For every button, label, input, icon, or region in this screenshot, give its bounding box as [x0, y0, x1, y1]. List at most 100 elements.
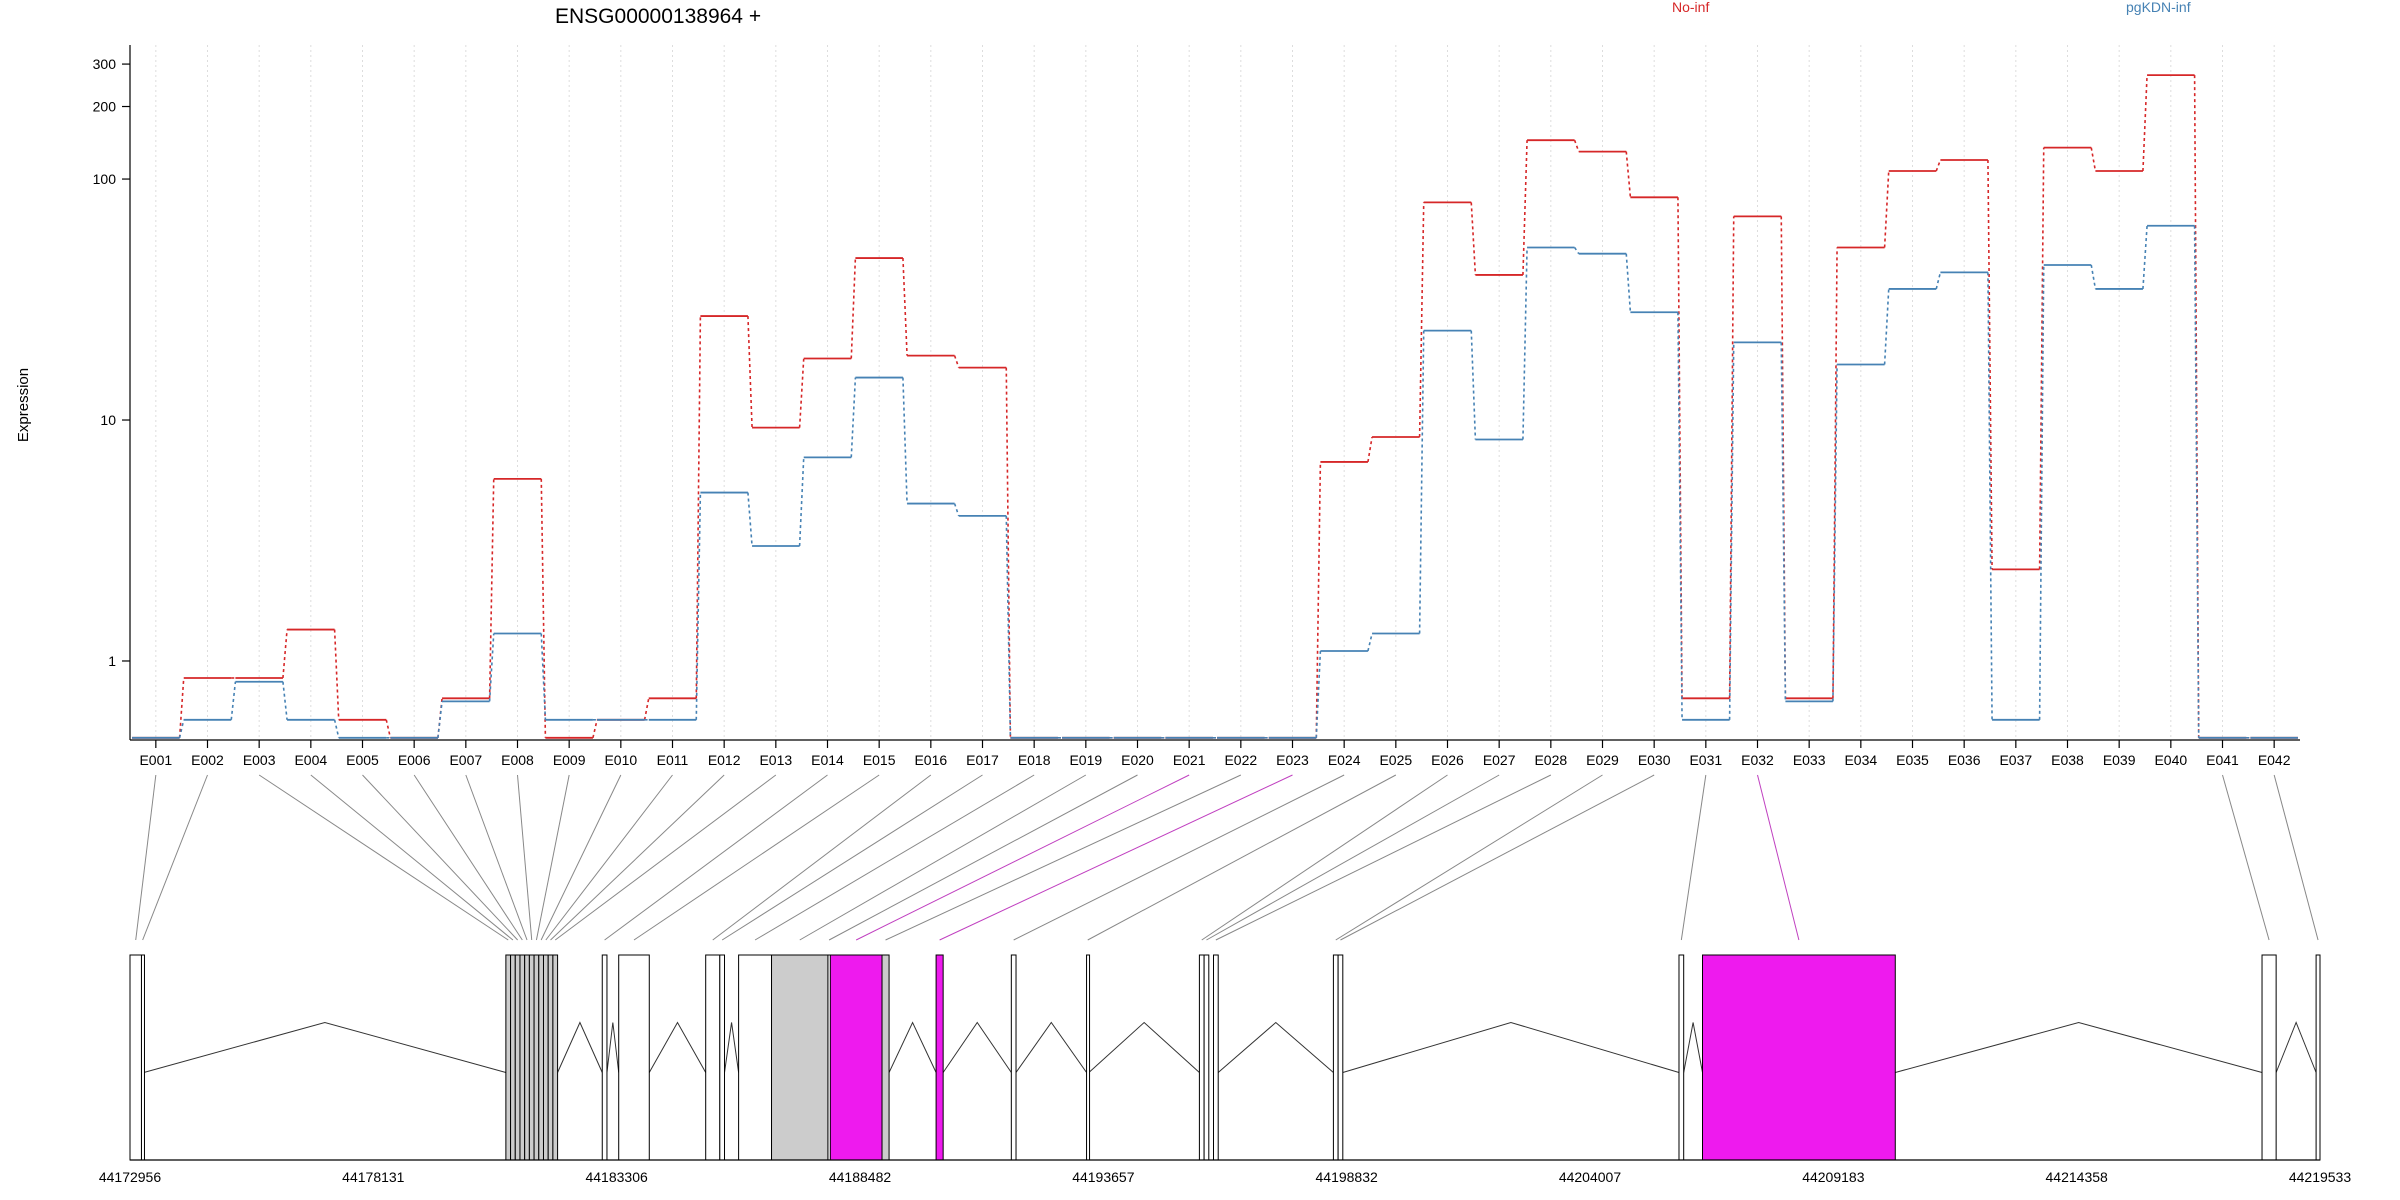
exon-box	[1332, 954, 1339, 1161]
exon-box	[2261, 954, 2277, 1161]
series-connector	[1728, 342, 1735, 720]
x-tick-label: E033	[1793, 752, 1826, 768]
x-tick-label: E020	[1121, 752, 1154, 768]
exon-box	[1198, 954, 1205, 1161]
exon-connector	[1215, 774, 1552, 941]
x-tick-label: E016	[914, 752, 947, 768]
series-connector	[540, 633, 547, 720]
y-tick-label: 1	[108, 653, 116, 669]
x-tick-label: E006	[398, 752, 431, 768]
x-tick-label: E018	[1018, 752, 1051, 768]
exon-connector	[550, 774, 725, 941]
exon-connector	[828, 774, 1138, 941]
exon-connector	[855, 774, 1190, 941]
series-connector	[178, 677, 185, 738]
legend-entry-no-inf: No-inf	[1672, 0, 1709, 15]
exon-box	[881, 954, 890, 1161]
series-connector	[1935, 272, 1942, 290]
y-tick-label: 300	[93, 56, 117, 72]
exon-box	[510, 954, 516, 1161]
exon-connector	[939, 774, 1293, 941]
series-connector	[1883, 288, 1890, 365]
series-connector	[1987, 272, 1993, 720]
exon-connector	[721, 774, 983, 941]
genomic-coordinate-axis: 44172956 44178131 44183306 44188482 44193657…	[99, 1159, 2352, 1185]
exon-box	[533, 954, 540, 1161]
series-connector	[1470, 202, 1477, 275]
x-tick-label: E013	[759, 752, 792, 768]
x-tick-label: E038	[2051, 752, 2084, 768]
exon-connector	[754, 774, 1035, 941]
x-tick-label: E030	[1638, 752, 1671, 768]
exon-connector	[712, 774, 932, 941]
series-connector	[2142, 225, 2148, 289]
exon-box	[528, 954, 535, 1161]
series-connector	[1935, 159, 1942, 172]
exon-connector	[2222, 774, 2270, 941]
y-tick-label: 10	[100, 412, 116, 428]
y-axis-label: Expression	[15, 368, 32, 442]
series-connector	[953, 355, 960, 368]
exon-connector	[535, 774, 570, 941]
exon-box	[1213, 954, 1219, 1161]
series-connector	[488, 478, 495, 699]
exon-connector	[413, 774, 523, 941]
coord-tick-label: 44172956	[99, 1169, 162, 1185]
x-tick-label: E034	[1844, 752, 1877, 768]
exon-connector	[1680, 774, 1707, 941]
intron-line	[1342, 1021, 1680, 1073]
series-connector	[747, 492, 753, 547]
exon-box	[547, 954, 554, 1161]
exon-connector	[362, 774, 518, 941]
x-axis: E001 E002 E003 E004 E005 E006 E007 E008 E009 E010…	[130, 739, 2300, 768]
exon-connector	[1013, 774, 1345, 941]
x-tick-label: E008	[501, 752, 534, 768]
series-connector	[230, 681, 237, 720]
exon-connector	[633, 774, 880, 941]
series-connector	[1625, 151, 1632, 198]
exon-connector	[1087, 774, 1397, 941]
exon-box	[829, 954, 883, 1161]
series-connector	[2142, 75, 2148, 172]
series-connector	[850, 258, 857, 359]
x-tick-label: E002	[191, 752, 224, 768]
exon-connector	[2273, 774, 2319, 941]
exon-box	[1086, 954, 1091, 1161]
series-connector	[1005, 367, 1012, 738]
exon-connector-lines	[135, 774, 2319, 941]
coord-tick-label: 44219533	[2289, 1169, 2352, 1185]
x-tick-label: E027	[1483, 752, 1516, 768]
exon-connector	[1340, 774, 1655, 941]
series-connector	[798, 457, 805, 547]
exon-connector	[554, 774, 777, 941]
x-tick-label: E007	[449, 752, 482, 768]
series-connector	[1470, 330, 1477, 440]
coord-tick-label: 44198832	[1316, 1169, 1379, 1185]
exon-connector	[1757, 774, 1800, 941]
intron-line	[942, 1021, 1012, 1073]
coord-tick-label: 44204007	[1559, 1169, 1622, 1185]
exon-box	[2315, 954, 2321, 1161]
exon-connector	[135, 774, 157, 941]
x-tick-label: E001	[139, 752, 172, 768]
series-layer	[132, 74, 2298, 739]
exon-connector	[604, 774, 828, 941]
series-connector	[1367, 633, 1373, 652]
coord-tick-label: 44214358	[2046, 1169, 2109, 1185]
x-tick-label: E012	[708, 752, 741, 768]
x-tick-label: E022	[1224, 752, 1257, 768]
x-tick-label: E010	[604, 752, 637, 768]
intron-line	[1895, 1021, 2263, 1073]
gene-model	[129, 954, 2321, 1161]
x-tick-label: E042	[2258, 752, 2291, 768]
exon-box	[1337, 954, 1344, 1161]
exon-box	[519, 954, 526, 1161]
series-connector	[1367, 436, 1373, 463]
intron-line	[143, 1021, 507, 1073]
coord-tick-label: 44209183	[1802, 1169, 1865, 1185]
y-axis: 1 10 100 200 300	[93, 45, 131, 740]
exon-connector	[465, 774, 528, 941]
intron-line	[648, 1021, 707, 1073]
exon-box	[618, 954, 650, 1161]
series-connector	[1625, 253, 1632, 313]
